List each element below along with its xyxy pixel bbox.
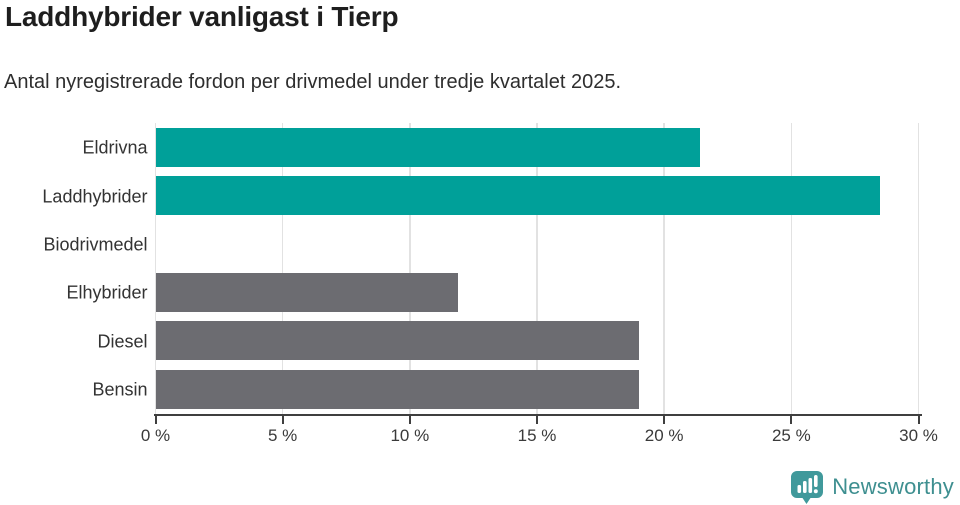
x-axis-tick-label: 5 % xyxy=(268,425,298,445)
x-axis-tick xyxy=(536,416,538,424)
x-axis-tick xyxy=(408,416,411,424)
y-axis-label: Biodrivmedel xyxy=(43,234,148,255)
bar-bensin xyxy=(155,369,639,409)
gridline xyxy=(917,123,920,414)
newsworthy-brand-text: Newsworthy xyxy=(832,474,954,499)
y-axis-label: Bensin xyxy=(92,379,148,400)
newsworthy-brand: Newsworthy xyxy=(790,470,954,504)
bar-eldrivna xyxy=(155,127,700,167)
x-axis-tick xyxy=(154,416,157,424)
x-axis-tick xyxy=(917,416,920,424)
gridline xyxy=(536,123,538,414)
x-axis-line xyxy=(153,413,922,416)
x-axis-tick xyxy=(281,416,284,424)
gridline xyxy=(281,123,284,414)
x-axis-tick-label: 15 % xyxy=(517,425,557,445)
x-axis-tick-label: 20 % xyxy=(644,425,684,445)
bar-laddhybrider xyxy=(155,176,881,216)
gridline xyxy=(663,123,665,414)
chart-subtitle: Antal nyregistrerade fordon per drivmede… xyxy=(4,71,622,93)
x-axis-tick-label: 25 % xyxy=(771,425,811,445)
x-axis-tick xyxy=(790,416,793,424)
y-axis-label: Diesel xyxy=(97,331,148,352)
y-axis-label: Laddhybrider xyxy=(42,186,148,207)
bar-diesel xyxy=(155,321,639,361)
y-axis-label: Elhybrider xyxy=(66,282,148,303)
x-axis-tick-label: 10 % xyxy=(390,425,430,445)
chart-title: Laddhybrider vanligast i Tierp xyxy=(5,1,399,32)
bar-elhybrider xyxy=(155,272,459,312)
gridline xyxy=(790,123,793,414)
y-axis-label: Eldrivna xyxy=(82,137,148,158)
x-axis-tick-label: 0 % xyxy=(140,425,171,445)
gridline xyxy=(409,123,411,414)
x-axis-tick-label: 30 % xyxy=(899,425,938,445)
gridline xyxy=(154,123,157,414)
newsworthy-logo-icon xyxy=(791,471,824,504)
x-axis-tick xyxy=(663,416,666,424)
